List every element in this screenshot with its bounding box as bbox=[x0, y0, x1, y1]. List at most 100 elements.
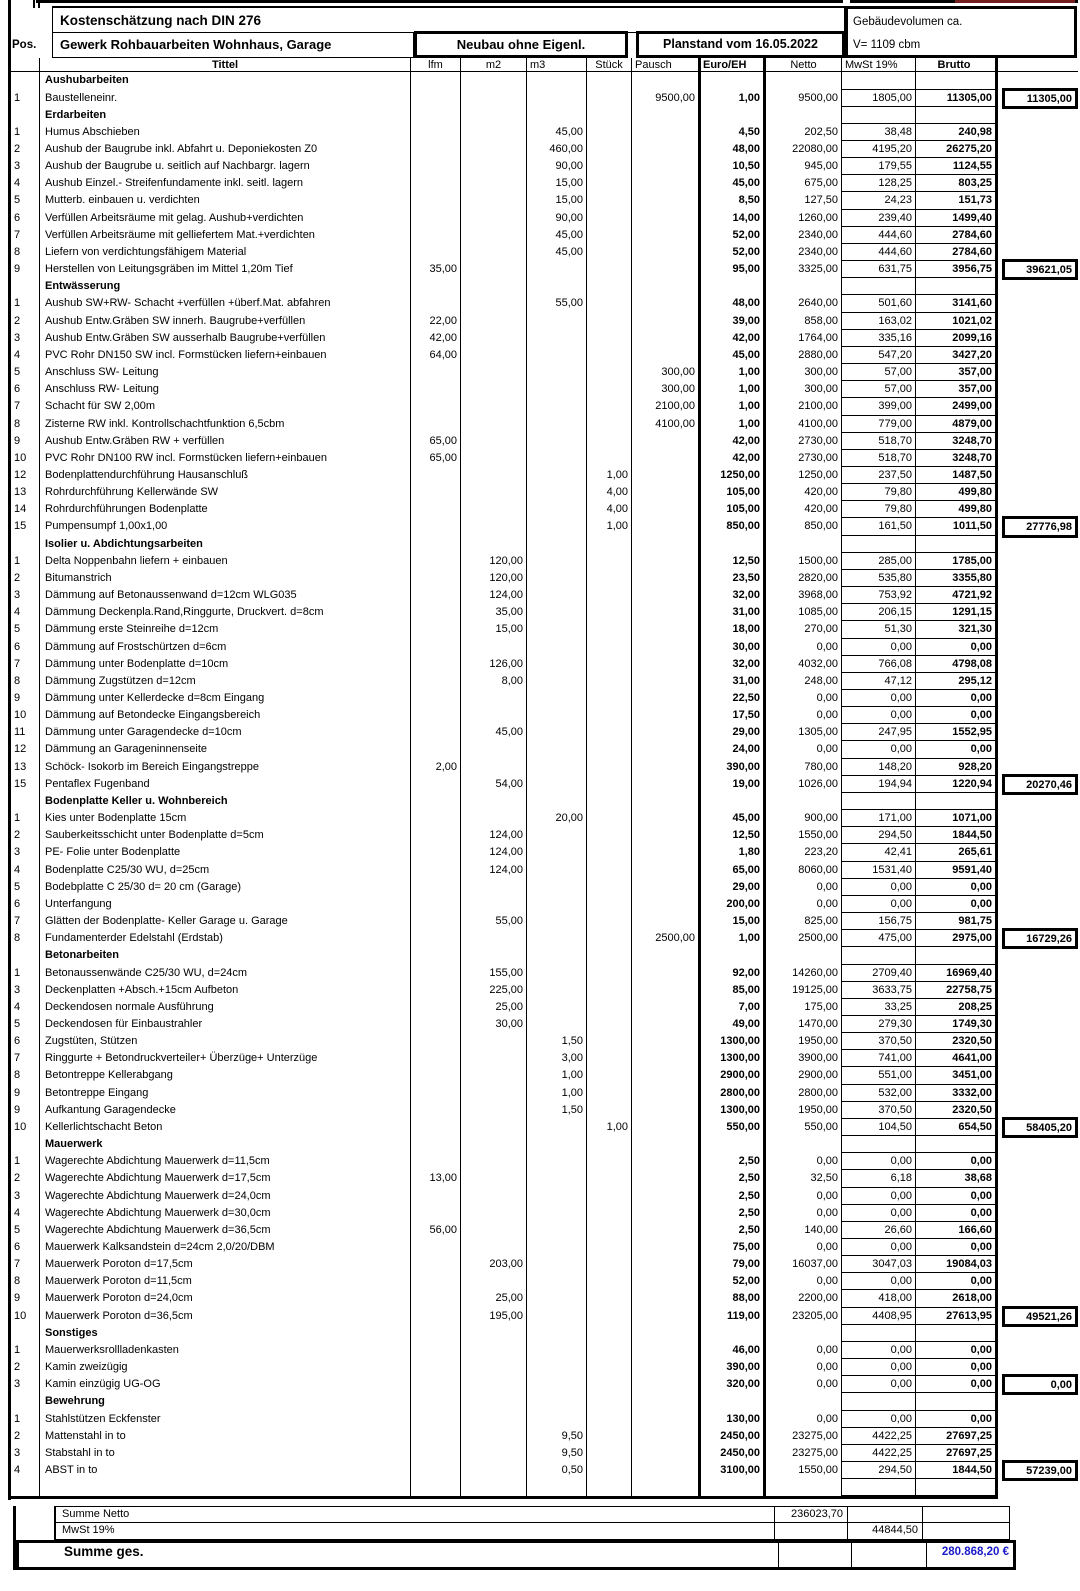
cell-m2 bbox=[460, 1444, 526, 1463]
cell-m3 bbox=[526, 1307, 586, 1325]
cell-netto: 0,00 bbox=[816, 1241, 838, 1254]
cell-m2 bbox=[460, 947, 526, 965]
cell-mwst: 79,80 bbox=[841, 501, 915, 519]
cell-pos: 2 bbox=[14, 1361, 21, 1374]
cell-stueck bbox=[586, 1273, 631, 1291]
cell-pausch bbox=[631, 466, 698, 485]
table-row: 8 Betontreppe Kellerabgang 1,00 2900,00 2900… bbox=[11, 1067, 998, 1085]
cell-lfm bbox=[410, 672, 460, 691]
summary-mwst-label: MwSt 19% bbox=[55, 1523, 775, 1540]
cell-m2: 124,00 bbox=[460, 844, 526, 862]
cell-pos: 4 bbox=[14, 1464, 21, 1477]
cell-pausch bbox=[631, 895, 698, 914]
cell-m2 bbox=[460, 741, 526, 759]
cell-title: Delta Noppenbahn liefern + einbauen bbox=[39, 552, 410, 570]
table-row: 5 Mutterb. einbauen u. verdichten 15,00 8,5… bbox=[11, 192, 998, 210]
cell-pos: 9 bbox=[14, 692, 21, 705]
cell-section-total bbox=[1002, 553, 1078, 570]
cell-pos: 6 bbox=[14, 1241, 21, 1254]
cell-stueck bbox=[586, 1341, 631, 1360]
cell-m3: 1,00 bbox=[526, 1067, 586, 1085]
cell-stueck bbox=[586, 621, 631, 639]
cell-netto: 900,00 bbox=[804, 812, 838, 825]
cell-brutto: 2499,00 bbox=[915, 398, 998, 416]
building-volume-box: Gebäudevolumen ca. V= 1109 cbm bbox=[845, 6, 1077, 58]
cell-lfm bbox=[410, 1427, 460, 1445]
cell-m2 bbox=[460, 1187, 526, 1205]
cell-pos: 9 bbox=[14, 1292, 21, 1305]
cell-m3: 90,00 bbox=[526, 209, 586, 227]
previous-row-remnant bbox=[38, 0, 40, 8]
cell-pos: 6 bbox=[14, 897, 21, 910]
summary-total-value: 280.868,20 € bbox=[926, 1543, 1013, 1567]
cell-pos: 15 bbox=[14, 520, 27, 533]
cell-stueck bbox=[586, 1393, 631, 1411]
cell-title: Aushub Einzel.- Streifenfundamente inkl.… bbox=[39, 175, 410, 193]
cell-section-total bbox=[1002, 1239, 1078, 1256]
cell-m2 bbox=[460, 449, 526, 467]
cell-netto: 300,00 bbox=[804, 383, 838, 396]
cell-stueck bbox=[586, 741, 631, 759]
cell-netto: 780,00 bbox=[804, 760, 838, 773]
cell-m2 bbox=[460, 535, 526, 553]
cell-pos: 2 bbox=[14, 314, 21, 327]
col-header-netto: Netto bbox=[766, 58, 841, 73]
cell-brutto: 11305,00 bbox=[915, 89, 998, 107]
cell-m3 bbox=[526, 604, 586, 622]
cell-mwst: 4408,95 bbox=[841, 1307, 915, 1325]
cell-lfm bbox=[410, 1136, 460, 1154]
cell-stueck bbox=[586, 844, 631, 862]
cell-euro-eh: 92,00 bbox=[698, 964, 766, 982]
cell-m3 bbox=[526, 1410, 586, 1428]
cell-netto: 140,00 bbox=[804, 1223, 838, 1236]
cell-pausch bbox=[631, 947, 698, 965]
cell-stueck bbox=[586, 1050, 631, 1068]
cell-netto: 2340,00 bbox=[798, 245, 838, 258]
cell-brutto: 0,00 bbox=[915, 1359, 998, 1377]
cell-m2 bbox=[460, 1393, 526, 1411]
cell-lfm bbox=[410, 501, 460, 519]
cell-brutto: 4879,00 bbox=[915, 415, 998, 433]
cell-mwst bbox=[841, 106, 915, 124]
cell-section-total bbox=[1002, 724, 1078, 741]
cell-section-total bbox=[1002, 398, 1078, 415]
cell-lfm bbox=[410, 1462, 460, 1480]
cell-pos: 8 bbox=[14, 674, 21, 687]
cell-mwst: 0,00 bbox=[841, 638, 915, 656]
table-row: 10 Mauerwerk Poroton d=36,5cm 195,00 119,00… bbox=[11, 1305, 1078, 1327]
cell-section-total: 16729,26 bbox=[1002, 928, 1078, 950]
gewerk-title: Gewerk Rohbauarbeiten Wohnhaus, Garage bbox=[52, 33, 414, 58]
cell-m2: 155,00 bbox=[460, 964, 526, 982]
cell-lfm bbox=[410, 226, 460, 244]
cell-m2 bbox=[460, 89, 526, 107]
cell-lfm bbox=[410, 913, 460, 931]
cell-pos: 8 bbox=[14, 1275, 21, 1288]
cell-stueck bbox=[586, 1359, 631, 1377]
cell-brutto: 2784,60 bbox=[915, 243, 998, 262]
cell-lfm bbox=[410, 1015, 460, 1034]
cell-lfm bbox=[410, 930, 460, 948]
table-row: 6 Verfüllen Arbeitsräume mit gelag. Aushu… bbox=[11, 209, 998, 227]
cell-euro-eh: 850,00 bbox=[698, 518, 766, 536]
cell-pausch bbox=[631, 1479, 698, 1497]
cell-m2 bbox=[460, 1170, 526, 1188]
cell-pos: 3 bbox=[14, 331, 21, 344]
cell-stueck bbox=[586, 981, 631, 999]
cell-m2 bbox=[460, 432, 526, 450]
cell-mwst: 444,60 bbox=[841, 226, 915, 244]
cell-title: Aufkantung Garagendecke bbox=[39, 1101, 410, 1119]
cell-netto: 300,00 bbox=[804, 366, 838, 379]
cell-pos: 8 bbox=[14, 417, 21, 430]
cell-euro-eh: 105,00 bbox=[698, 501, 766, 519]
cell-euro-eh: 19,00 bbox=[698, 775, 766, 793]
cell-stueck bbox=[586, 1153, 631, 1171]
cell-lfm bbox=[410, 792, 460, 811]
cell-stueck: 1,00 bbox=[586, 466, 631, 485]
table-row: 9 Aushub Entw.Gräben RW + verfüllen 65,00 4… bbox=[11, 432, 998, 450]
cell-title bbox=[39, 1479, 410, 1497]
cell-brutto: 0,00 bbox=[915, 895, 998, 914]
cell-m2 bbox=[460, 1067, 526, 1085]
cell-stueck bbox=[586, 123, 631, 142]
cell-netto: 0,00 bbox=[816, 1412, 838, 1425]
cell-mwst: 532,00 bbox=[841, 1084, 915, 1102]
